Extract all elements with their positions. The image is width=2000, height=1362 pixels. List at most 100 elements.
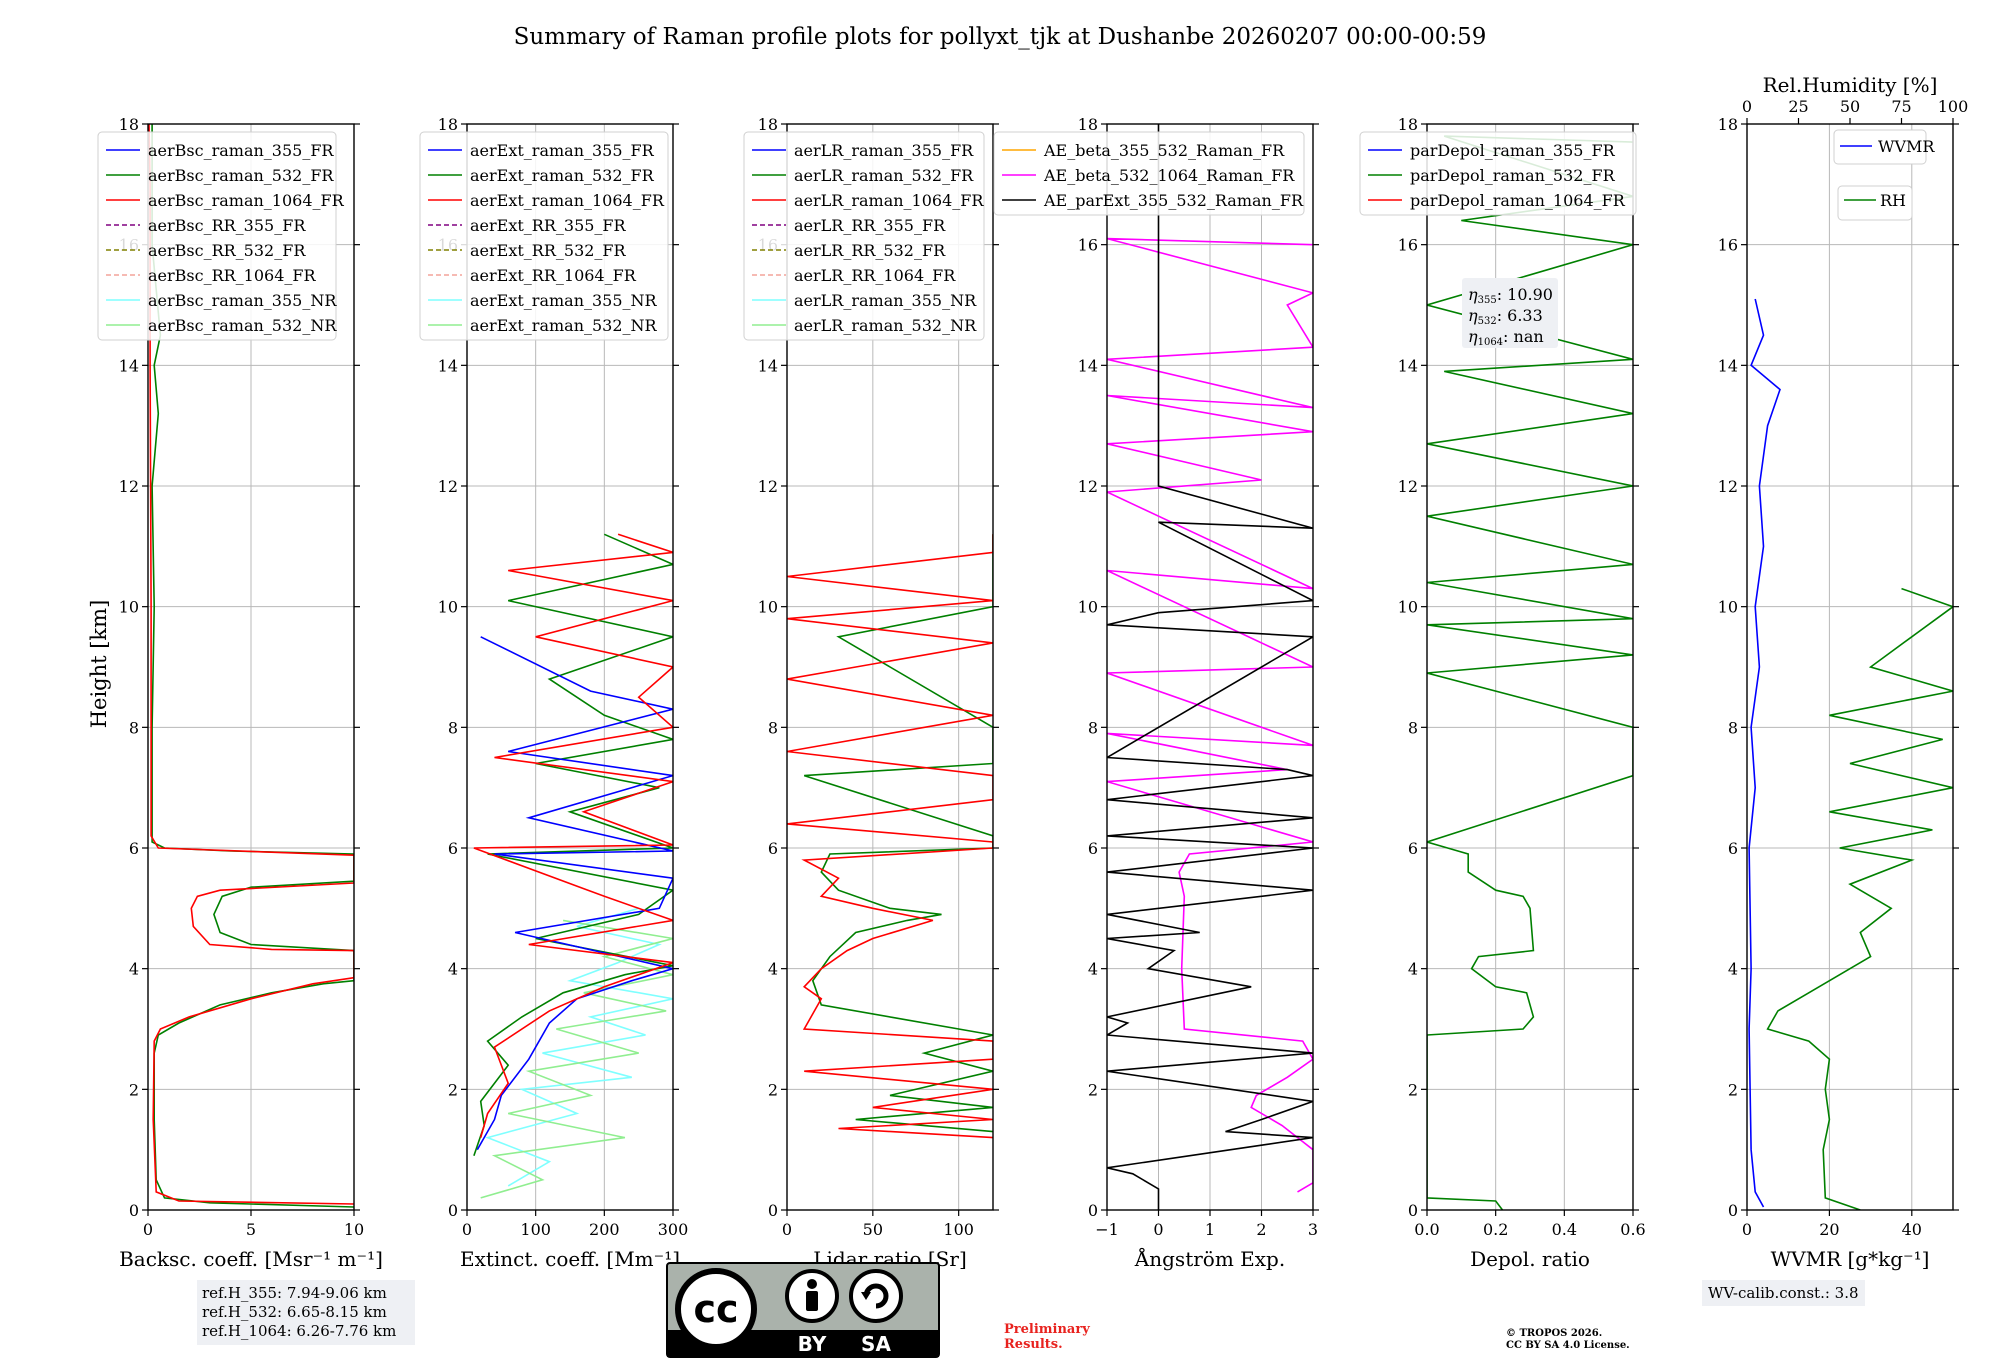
ytick-label: 10 bbox=[1398, 598, 1418, 617]
reference-height-box: ref.H_355: 7.94-9.06 km ref.H_532: 6.65-… bbox=[197, 1280, 415, 1345]
panel-depolarization: 0 2 4 6 8 10 12 14 16 18 0.0 0.2 0.4 0.6 Depol. ratio p… bbox=[1359, 115, 1646, 1271]
preliminary-results-note: Preliminary Results. bbox=[1004, 1322, 1090, 1352]
axes-frame bbox=[1426, 123, 1634, 1211]
legend-box-rh bbox=[1837, 185, 1913, 221]
legend-entry: aerExt_RR_1064_FR bbox=[470, 266, 637, 285]
legend-entry: aerBsc_RR_1064_FR bbox=[148, 266, 317, 285]
ytick-label: 6 bbox=[1408, 839, 1418, 858]
xtick-label: 3 bbox=[1308, 1220, 1318, 1239]
series-line-aerext_raman_355_fr bbox=[476, 636, 673, 1151]
xtick-label: −1 bbox=[1095, 1220, 1119, 1239]
ytick-label: 4 bbox=[1728, 960, 1738, 979]
legend-entry: aerBsc_raman_1064_FR bbox=[148, 191, 345, 210]
legend-entry: aerBsc_raman_355_FR bbox=[148, 141, 334, 160]
ytick-label: 12 bbox=[438, 477, 458, 496]
rh-tick-label: 0 bbox=[1742, 97, 1752, 116]
axes-frame bbox=[466, 123, 674, 1211]
legend-entry: parDepol_raman_532_FR bbox=[1410, 166, 1616, 185]
ytick-label: 2 bbox=[1088, 1080, 1098, 1099]
ytick-label: 16 bbox=[1718, 236, 1738, 255]
legend-box-wvmr bbox=[1833, 129, 1927, 165]
ytick-label: 12 bbox=[758, 477, 778, 496]
ytick-label: 8 bbox=[1408, 718, 1418, 737]
ytick-label: 10 bbox=[438, 598, 458, 617]
xtick-label: 2 bbox=[1256, 1220, 1266, 1239]
ytick-label: 2 bbox=[129, 1080, 139, 1099]
ytick-label: 18 bbox=[119, 115, 139, 134]
xtick-label: 0 bbox=[143, 1220, 153, 1239]
legend-box bbox=[993, 131, 1305, 216]
ytick-label: 0 bbox=[1408, 1201, 1418, 1220]
copyright-line-1: © TROPOS 2026. bbox=[1506, 1328, 1603, 1339]
xtick-label: 5 bbox=[246, 1220, 256, 1239]
legend-entry: aerBsc_raman_532_FR bbox=[148, 166, 334, 185]
series-group bbox=[787, 534, 993, 1139]
cc-license-badge: cc BY SA bbox=[666, 1262, 940, 1358]
ytick-label: 18 bbox=[1078, 115, 1098, 134]
legend-entry: aerLR_raman_532_NR bbox=[794, 316, 977, 335]
rh-tick-label: 50 bbox=[1840, 97, 1860, 116]
legend-entry: aerLR_RR_1064_FR bbox=[794, 266, 956, 285]
legend-entry-rh: RH bbox=[1880, 191, 1906, 210]
ytick-label: 18 bbox=[1398, 115, 1418, 134]
ytick-label: 10 bbox=[119, 598, 139, 617]
series-line-ae_beta_532_1064_raman_fr bbox=[1107, 237, 1313, 1193]
series-line-aerext_raman_355_nr bbox=[485, 907, 673, 1187]
legend-entry: aerExt_raman_1064_FR bbox=[470, 191, 665, 210]
ytick-label: 8 bbox=[1088, 718, 1098, 737]
ytick-label: 6 bbox=[768, 839, 778, 858]
ytick-label: 6 bbox=[1728, 839, 1738, 858]
series-group bbox=[1107, 124, 1313, 1210]
cc-logo-lettering: cc bbox=[693, 1287, 738, 1331]
xtick-label: 200 bbox=[589, 1220, 620, 1239]
series-line-aerlr_raman_1064_fr bbox=[787, 534, 993, 1139]
preliminary-line-1: Preliminary bbox=[1004, 1322, 1090, 1337]
series-line-aerbsc_raman_1064_fr bbox=[148, 124, 354, 1205]
share-alike-icon bbox=[849, 1269, 903, 1323]
legend-entry: aerBsc_RR_355_FR bbox=[148, 216, 306, 235]
ytick-label: 16 bbox=[1078, 236, 1098, 255]
depol-annotation-box bbox=[1462, 278, 1558, 348]
ref-height-355: ref.H_355: 7.94-9.06 km bbox=[202, 1284, 387, 1302]
xtick-label: 0 bbox=[782, 1220, 792, 1239]
xtick-label: 0.0 bbox=[1414, 1220, 1439, 1239]
axes-frame bbox=[786, 123, 994, 1211]
ytick-label: 12 bbox=[1398, 477, 1418, 496]
ytick-label: 14 bbox=[1078, 356, 1098, 375]
depol-eta-1064: η1064: nan bbox=[1468, 327, 1544, 348]
legend-entry: aerExt_raman_532_NR bbox=[470, 316, 658, 335]
ytick-label: 8 bbox=[448, 718, 458, 737]
xtick-label: 50 bbox=[863, 1220, 883, 1239]
xtick-label: 1 bbox=[1205, 1220, 1215, 1239]
depol-eta-355: η355: 10.90 bbox=[1468, 285, 1553, 306]
legend-entry-wvmr: WVMR bbox=[1878, 137, 1935, 156]
legend-entry: aerLR_RR_532_FR bbox=[794, 241, 946, 260]
ytick-label: 4 bbox=[768, 960, 778, 979]
depol-eta-532: η532: 6.33 bbox=[1468, 306, 1543, 327]
panel-extinction: 0246810121416180100200300Extinct. coeff.… bbox=[419, 115, 689, 1271]
series-line-aerlr_raman_532_fr bbox=[803, 534, 993, 1133]
ytick-label: 14 bbox=[1398, 356, 1418, 375]
xaxis-label: Backsc. coeff. [Msr⁻¹ m⁻¹] bbox=[119, 1247, 383, 1271]
legend-entry: aerLR_raman_355_FR bbox=[794, 141, 974, 160]
ytick-label: 12 bbox=[1078, 477, 1098, 496]
copyright-line-2: CC BY SA 4.0 License. bbox=[1506, 1340, 1630, 1351]
legend-entry: aerExt_raman_355_NR bbox=[470, 291, 658, 310]
ytick-label: 6 bbox=[129, 839, 139, 858]
xaxis-label: Extinct. coeff. [Mm⁻¹] bbox=[460, 1247, 680, 1271]
legend-box bbox=[97, 131, 337, 341]
rh-tick-label: 25 bbox=[1788, 97, 1808, 116]
height-axis-label: Height [km] bbox=[87, 600, 111, 729]
axes-frame bbox=[1746, 123, 1954, 1211]
xtick-label: 300 bbox=[658, 1220, 689, 1239]
legend-entry: aerBsc_RR_532_FR bbox=[148, 241, 306, 260]
figure-title: Summary of Raman profile plots for polly… bbox=[514, 24, 1487, 50]
ytick-label: 2 bbox=[1728, 1080, 1738, 1099]
ytick-label: 4 bbox=[1408, 960, 1418, 979]
ytick-label: 6 bbox=[1088, 839, 1098, 858]
legend-entry: aerLR_RR_355_FR bbox=[794, 216, 946, 235]
legend-entry: aerLR_raman_355_NR bbox=[794, 291, 977, 310]
legend-entry: aerExt_RR_355_FR bbox=[470, 216, 627, 235]
